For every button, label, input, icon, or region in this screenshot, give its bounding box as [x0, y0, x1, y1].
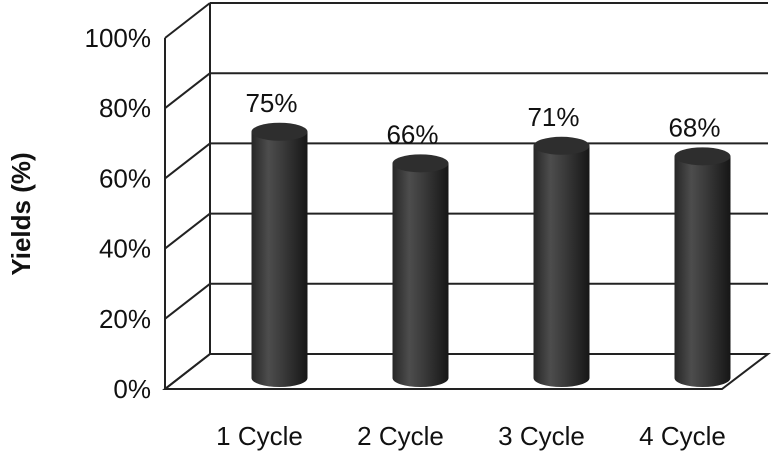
- y-axis-title: Yields (%): [6, 152, 36, 275]
- data-label: 66%: [386, 119, 438, 149]
- y-tick-label: 60%: [99, 163, 151, 193]
- bars: [251, 122, 731, 387]
- data-label: 68%: [668, 112, 720, 142]
- y-tick-label: 100%: [85, 23, 152, 53]
- y-tick-label: 80%: [99, 93, 151, 123]
- data-label: 71%: [527, 102, 579, 132]
- y-axis: 0% 20% 40% 60% 80% 100%: [85, 23, 166, 404]
- x-category-label: 4 Cycle: [639, 421, 726, 451]
- y-tick-label: 0%: [113, 374, 151, 404]
- floor: [162, 353, 771, 390]
- bar: [392, 154, 449, 387]
- bar: [533, 136, 590, 387]
- y-tick-label: 40%: [99, 234, 151, 264]
- labels: 75% 1 Cycle 66% 2 Cycle 71% 3 Cycle 68% 4 Cycle: [216, 88, 726, 451]
- gridline: [164, 2, 768, 39]
- data-label: 75%: [245, 88, 297, 118]
- gridline: [164, 72, 768, 109]
- bar: [674, 147, 731, 387]
- y-tick-label: 20%: [99, 304, 151, 334]
- bar: [251, 122, 308, 387]
- x-category-label: 2 Cycle: [357, 421, 444, 451]
- x-category-label: 3 Cycle: [498, 421, 585, 451]
- x-category-label: 1 Cycle: [216, 421, 303, 451]
